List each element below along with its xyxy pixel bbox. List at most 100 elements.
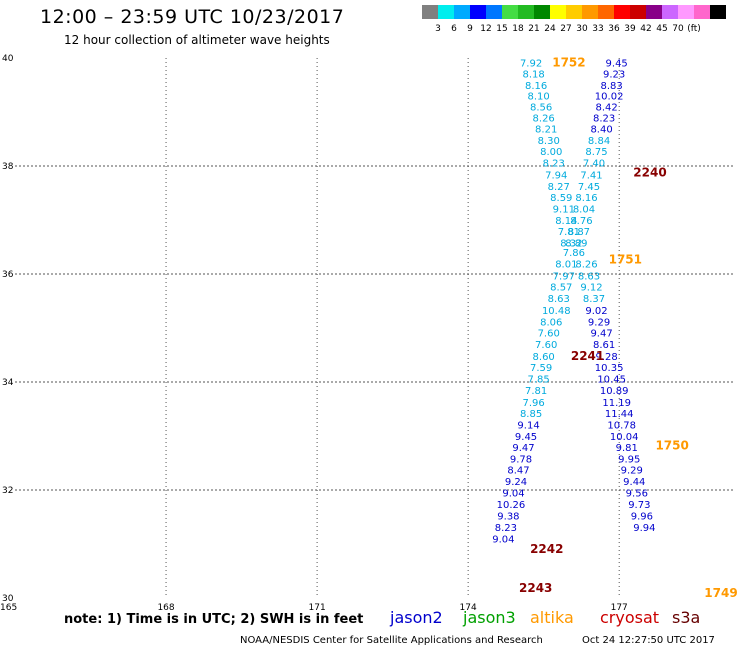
color-scale-label: 42 (640, 24, 651, 34)
wave-height-point: 9.29 (621, 465, 643, 476)
color-scale-swatch (550, 5, 566, 19)
color-scale-label: 24 (544, 24, 556, 34)
wave-height-point: 10.45 (597, 375, 626, 386)
color-scale-label: 9 (467, 24, 473, 34)
wave-height-point: 8.10 (528, 92, 550, 103)
time-label: 2240 (633, 165, 666, 179)
wave-height-point: 8.87 (568, 227, 590, 238)
chart-grid (15, 58, 735, 598)
footer-credit: NOAA/NESDIS Center for Satellite Applica… (240, 635, 543, 646)
color-scale-label: 27 (560, 24, 571, 34)
color-scale-label: 36 (608, 24, 620, 34)
wave-height-point: 8.40 (590, 125, 612, 136)
color-scale-label: 30 (576, 24, 588, 34)
wave-height-point: 11.19 (602, 398, 631, 409)
wave-height-point: 8.56 (530, 102, 552, 113)
wave-height-point: 8.57 (550, 283, 572, 294)
wave-height-point: 9.96 (631, 512, 653, 523)
wave-height-point: 9.38 (497, 512, 519, 523)
wave-height-point: 9.73 (628, 500, 650, 511)
wave-height-point: 8.63 (578, 271, 600, 282)
wave-height-point: 8.30 (538, 136, 560, 147)
chart-subtitle: 12 hour collection of altimeter wave hei… (64, 33, 330, 47)
wave-height-point: 7.97 (553, 271, 575, 282)
wave-height-point: 8.84 (588, 136, 610, 147)
color-scale-swatch (662, 5, 678, 19)
wave-height-point: 9.45 (515, 432, 537, 443)
wave-height-point: 9.94 (633, 523, 655, 534)
color-scale-swatch (630, 5, 646, 19)
wave-height-point: 9.29 (588, 317, 610, 328)
wave-height-point: 8.32 (560, 238, 582, 249)
wave-height-point: 7.81 (525, 386, 547, 397)
wave-height-point: 7.81 (558, 227, 580, 238)
wave-height-point: 9.04 (502, 488, 524, 499)
chart-title: 12:00 – 23:59 UTC 10/23/2017 (40, 6, 345, 28)
time-label: 2243 (519, 581, 552, 595)
legend-jason2: jason2 (390, 608, 443, 627)
wave-height-point: 9.14 (517, 420, 539, 431)
wave-height-point: 8.04 (573, 204, 595, 215)
wave-height-point: 9.56 (626, 488, 648, 499)
color-scale-swatch (502, 5, 518, 19)
wave-height-point: 7.85 (528, 375, 550, 386)
legend-cryosat: cryosat (600, 608, 660, 627)
color-scale-label: (ft) (687, 24, 701, 34)
wave-height-point: 7.59 (530, 363, 552, 374)
wave-height-point: 7.40 (583, 159, 605, 170)
wave-height-point: 8.42 (595, 102, 617, 113)
time-label: 1752 (552, 56, 585, 70)
wave-height-point: 9.28 (595, 352, 617, 363)
y-tick-label: 40 (2, 54, 14, 64)
time-label: 2242 (530, 542, 563, 556)
wave-height-point: 9.02 (585, 306, 607, 317)
wave-height-point: 8.59 (550, 193, 572, 204)
wave-height-point: 9.45 (606, 59, 628, 70)
wave-height-point: 9.44 (623, 477, 645, 488)
color-scale-swatch (614, 5, 630, 19)
wave-height-point: 9.81 (616, 443, 638, 454)
wave-height-point: 8.89 (565, 238, 587, 249)
wave-height-point: 8.85 (520, 409, 542, 420)
wave-height-point: 8.21 (535, 125, 557, 136)
wave-height-point: 9.11 (553, 204, 575, 215)
wave-height-point: 9.47 (590, 329, 612, 340)
wave-height-point: 7.96 (522, 398, 544, 409)
wave-height-point: 7.60 (535, 340, 557, 351)
wave-height-point: 8.23 (593, 114, 615, 125)
time-label: 2241 (571, 349, 604, 363)
color-scale-swatch (518, 5, 534, 19)
wave-height-point: 7.45 (578, 182, 600, 193)
color-scale-swatch (582, 5, 598, 19)
wave-height-point: 8.26 (575, 260, 597, 271)
y-tick-label: 34 (2, 378, 14, 388)
y-tick-label: 32 (2, 486, 13, 496)
color-scale-swatch (646, 5, 662, 19)
wave-height-point: 9.95 (618, 454, 640, 465)
color-scale-label: 18 (512, 24, 524, 34)
wave-height-point: 8.26 (533, 114, 555, 125)
color-scale-swatch (678, 5, 694, 19)
color-scale-label: 39 (624, 24, 636, 34)
color-scale-swatch (534, 5, 550, 19)
wave-height-point: 8.83 (601, 81, 623, 92)
wave-height-point: 8.61 (593, 340, 615, 351)
wave-height-point: 8.18 (522, 69, 544, 80)
wave-height-points: 7.928.188.168.108.568.268.218.308.008.23… (492, 59, 655, 546)
color-scale-label: 3 (435, 24, 441, 34)
footer-note: note: 1) Time is in UTC; 2) SWH is in fe… (64, 612, 364, 627)
wave-height-point: 10.04 (610, 432, 639, 443)
wave-height-point: 8.37 (583, 294, 605, 305)
color-scale-label: 6 (451, 24, 457, 34)
wave-height-point: 10.48 (542, 306, 571, 317)
color-scale-swatch (486, 5, 502, 19)
x-tick-label: 174 (460, 603, 477, 613)
y-tick-label: 38 (2, 162, 14, 172)
wave-height-point: 8.01 (555, 260, 577, 271)
wave-height-point: 7.60 (538, 329, 560, 340)
color-scale-legend: 3 6 9 12 15 18 21 24 27 30 33 36 39 42 45 70 (ft) (422, 5, 726, 34)
wave-height-point: 8.14 (555, 216, 577, 227)
wave-height-point: 8.06 (540, 317, 562, 328)
wave-height-point: 10.02 (595, 92, 624, 103)
